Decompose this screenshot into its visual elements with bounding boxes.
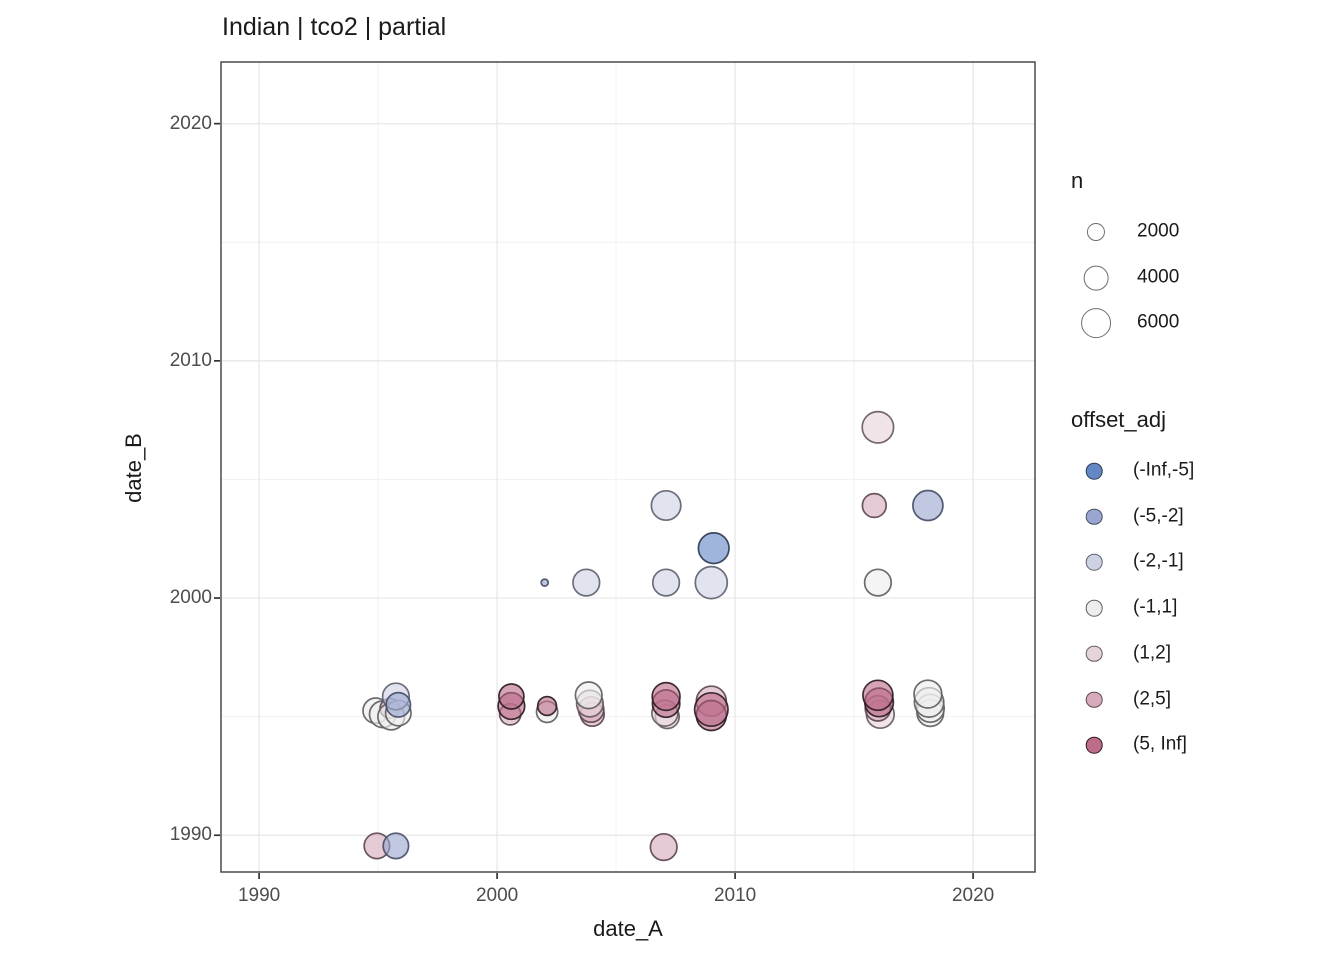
legend-n-circle bbox=[1086, 222, 1106, 242]
legend-n-label: 4000 bbox=[1137, 266, 1180, 288]
data-point bbox=[913, 679, 943, 709]
data-point bbox=[572, 568, 601, 597]
data-point bbox=[498, 683, 525, 710]
data-point bbox=[861, 410, 895, 444]
data-point bbox=[861, 492, 888, 519]
legend-offset-dot bbox=[1085, 645, 1103, 663]
data-point bbox=[651, 681, 681, 712]
legend-n-label: 6000 bbox=[1137, 311, 1180, 333]
legend-offset-title: offset_adj bbox=[1071, 407, 1167, 432]
data-point bbox=[693, 691, 729, 728]
legend-offset-label: (-5,-2] bbox=[1133, 505, 1184, 527]
data-point bbox=[697, 532, 730, 565]
y-tick-label: 2010 bbox=[169, 349, 212, 371]
x-tick-label: 2020 bbox=[951, 885, 995, 906]
data-point bbox=[863, 568, 893, 597]
legend-n-circle bbox=[1081, 308, 1111, 338]
y-tick-label: 2020 bbox=[169, 112, 212, 134]
legend-offset-label: (-1,1] bbox=[1133, 596, 1178, 618]
data-point bbox=[385, 691, 412, 718]
panel-border bbox=[220, 61, 1036, 873]
legend-offset-label: (-Inf,-5] bbox=[1133, 459, 1195, 481]
legend-offset-dot bbox=[1085, 599, 1103, 617]
legend-offset-label: (1,2] bbox=[1133, 642, 1172, 664]
legend-offset-dot bbox=[1085, 691, 1103, 708]
legend-offset-label: (5, Inf] bbox=[1133, 733, 1187, 755]
chart-title: Indian | tco2 | partial bbox=[222, 13, 447, 41]
data-point bbox=[382, 832, 410, 860]
data-point bbox=[536, 695, 558, 717]
legend-offset-label: (-2,-1] bbox=[1133, 550, 1184, 572]
legend-n-title: n bbox=[1071, 168, 1084, 193]
data-point bbox=[862, 679, 894, 712]
legend-offset-dot bbox=[1085, 508, 1103, 525]
x-tick-label: 2000 bbox=[475, 885, 519, 906]
x-tick-label: 1990 bbox=[237, 885, 281, 906]
legend-n-circle bbox=[1083, 265, 1109, 291]
data-point bbox=[651, 568, 681, 597]
data-point bbox=[649, 832, 678, 862]
data-point bbox=[574, 681, 603, 710]
x-tick-label: 2010 bbox=[713, 885, 757, 906]
data-point bbox=[694, 565, 729, 600]
legend-n-label: 2000 bbox=[1137, 220, 1180, 242]
legend-offset-dot bbox=[1085, 554, 1103, 571]
data-point bbox=[912, 489, 944, 522]
data-point bbox=[540, 578, 550, 587]
legend-offset-label: (2,5] bbox=[1133, 688, 1172, 710]
y-tick-label: 2000 bbox=[169, 587, 212, 609]
y-tick-label: 1990 bbox=[169, 824, 212, 846]
legend-offset-dot bbox=[1085, 736, 1103, 754]
legend-offset-dot bbox=[1085, 462, 1103, 480]
x-axis-label: date_A bbox=[593, 916, 663, 941]
y-axis-label: date_B bbox=[121, 433, 146, 503]
data-point bbox=[650, 489, 682, 522]
